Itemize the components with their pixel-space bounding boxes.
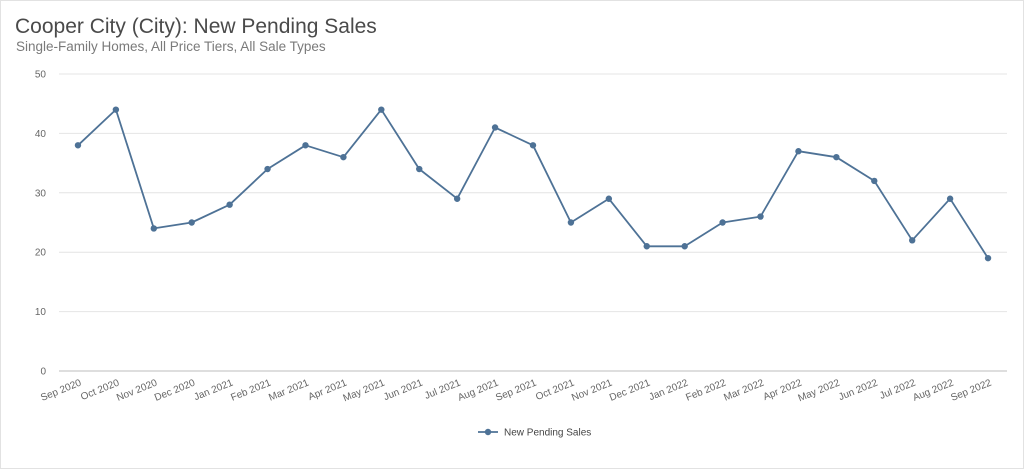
y-tick-label: 0 [40,367,46,378]
legend-marker [484,428,492,436]
y-tick-label: 20 [35,248,47,259]
y-tick-label: 30 [35,188,47,199]
x-tick-label: May 2021 [342,377,387,404]
chart-subtitle: Single-Family Homes, All Price Tiers, Al… [16,39,326,54]
data-point[interactable] [378,106,385,113]
series-layer [74,106,992,262]
x-tick-label: Jul 2022 [878,377,918,402]
data-point[interactable] [909,237,916,244]
data-point[interactable] [946,195,954,202]
y-tick-label: 40 [35,129,47,140]
data-point[interactable] [567,219,575,226]
y-tick-label: 10 [35,307,47,318]
x-tick-label: Mar 2022 [722,377,766,403]
data-point[interactable] [833,153,840,161]
x-tick-label: Jan 2022 [648,377,691,403]
x-tick-label: Feb 2021 [229,377,273,403]
data-point[interactable] [643,243,650,250]
y-tick-label: 50 [35,70,47,81]
data-point[interactable] [757,213,764,220]
data-point[interactable] [681,243,688,250]
data-point[interactable] [226,201,233,208]
data-point[interactable] [150,225,157,232]
x-tick-label: Nov 2020 [115,377,159,403]
x-tick-label: Sep 2022 [949,377,993,403]
x-tick-label: Sep 2020 [39,377,83,403]
x-tick-label: Jan 2021 [192,377,235,403]
data-point[interactable] [491,124,499,131]
data-point[interactable] [340,153,347,161]
data-point[interactable] [302,142,309,149]
data-point[interactable] [264,165,271,173]
x-tick-label: Aug 2021 [456,377,500,403]
x-tick-label: Jun 2021 [382,377,425,403]
data-point[interactable] [416,165,423,173]
x-tick-label: Oct 2020 [79,377,121,403]
data-point[interactable] [984,254,992,262]
x-tick-label: Nov 2021 [570,377,614,403]
data-point[interactable] [529,142,537,149]
x-tick-label: Sep 2021 [494,377,538,403]
y-axis: 0 10 20 30 40 50 [35,70,47,378]
data-point[interactable] [719,219,726,226]
x-tick-label: Feb 2022 [684,377,728,403]
grid-layer [59,73,1007,372]
data-point[interactable] [112,106,120,113]
x-tick-label: Mar 2021 [267,377,311,403]
x-tick-label: Apr 2022 [762,377,804,403]
data-point[interactable] [795,148,802,155]
x-tick-label: Jun 2022 [837,377,880,403]
x-tick-label: Jul 2021 [423,377,463,402]
chart-title: Cooper City (City): New Pending Sales [15,15,377,38]
series-line [77,108,989,259]
data-point[interactable] [453,195,461,202]
x-tick-label: May 2022 [797,377,842,404]
x-tick-label: Dec 2020 [153,377,197,403]
data-point[interactable] [74,142,82,149]
data-point[interactable] [871,177,878,185]
data-point[interactable] [605,195,613,202]
legend[interactable]: New Pending Sales [478,428,591,439]
legend-label: New Pending Sales [504,428,591,439]
x-tick-label: Dec 2021 [608,377,652,403]
x-tick-label: Aug 2022 [911,377,955,403]
x-tick-label: Oct 2021 [534,377,576,403]
data-point[interactable] [188,219,195,226]
